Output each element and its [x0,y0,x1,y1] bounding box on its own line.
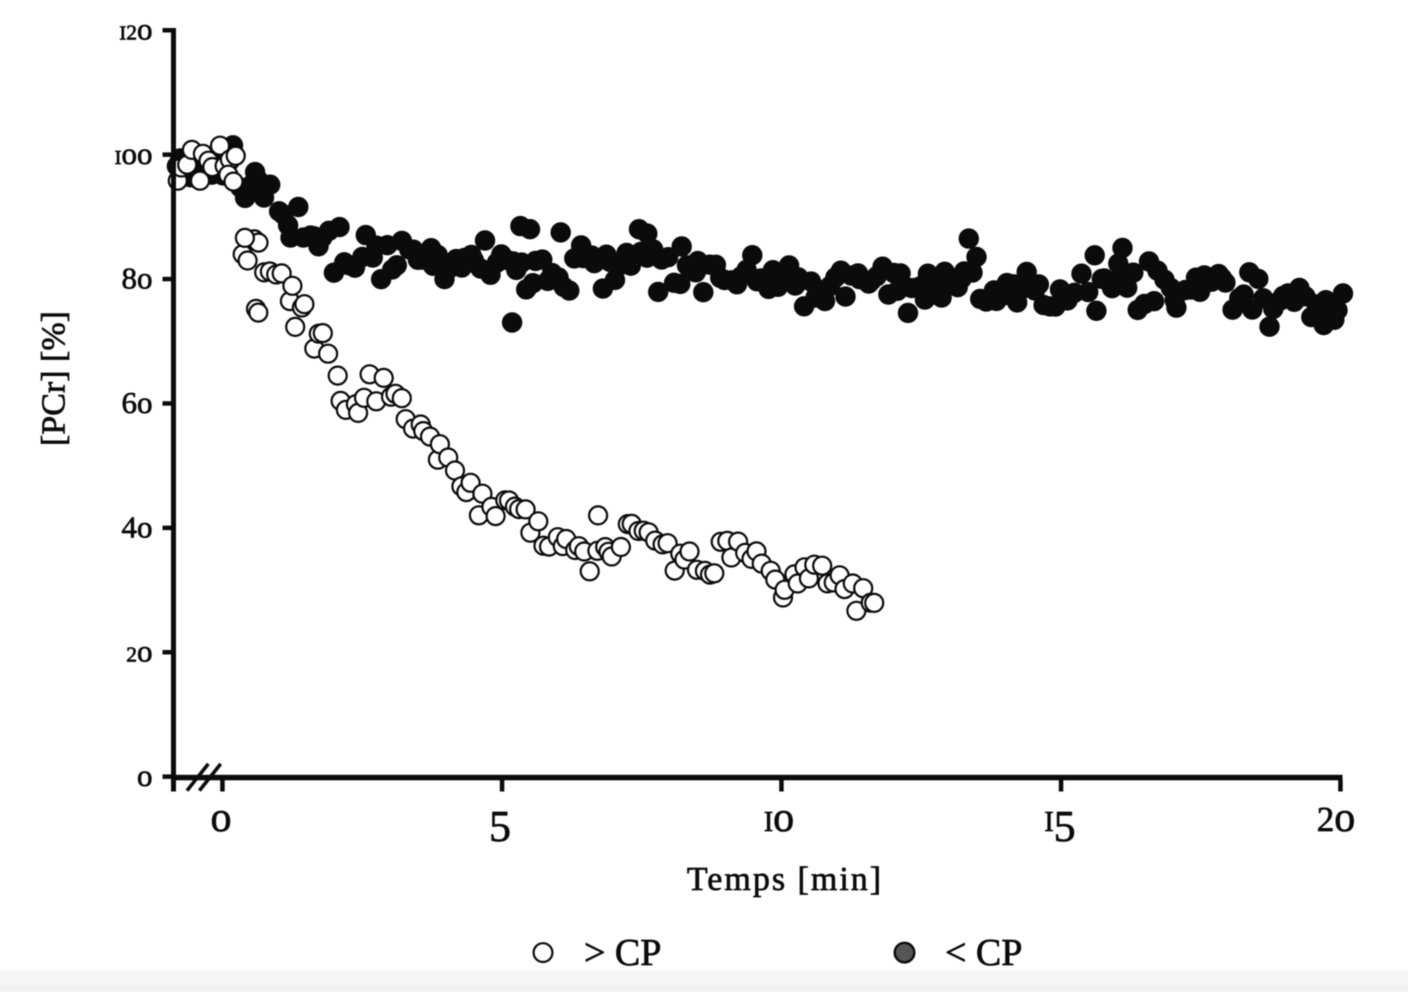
svg-text:> CP: > CP [584,932,661,974]
svg-text:[PCr] [%]: [PCr] [%] [36,311,73,446]
svg-text:o: o [211,795,232,841]
svg-text:4o: 4o [122,509,153,544]
svg-text:5: 5 [489,802,511,851]
svg-text:o: o [137,758,153,793]
svg-text:I5: I5 [1044,802,1075,851]
svg-text:Temps [min]: Temps [min] [687,861,883,898]
svg-text:Ioo: Ioo [115,136,153,171]
svg-text:2o: 2o [1317,795,1356,841]
svg-text:8o: 8o [122,261,153,296]
svg-text:6o: 6o [122,385,153,420]
svg-text:< CP: < CP [945,932,1022,974]
